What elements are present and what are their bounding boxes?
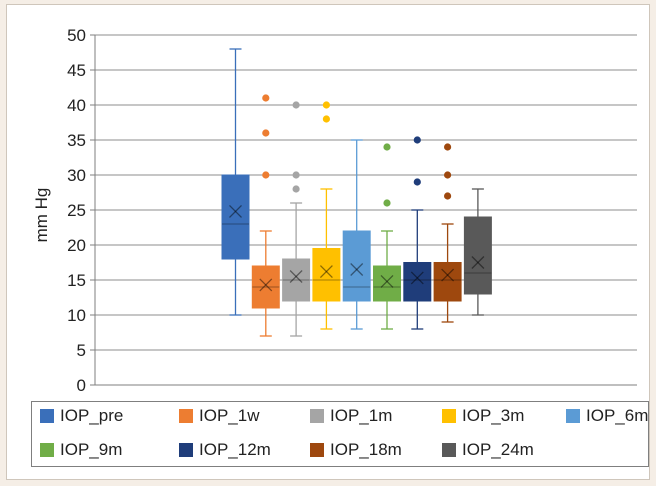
outlier-point <box>322 115 330 123</box>
legend-label: IOP_1m <box>330 406 393 425</box>
legend-label: IOP_18m <box>330 440 402 459</box>
y-tick-label: 50 <box>67 26 86 45</box>
outlier-point <box>413 136 421 144</box>
legend-item-IOP_1m: IOP_1m <box>310 406 392 426</box>
y-tick-label: 35 <box>67 131 86 150</box>
box-iqr <box>433 262 462 302</box>
legend-swatch <box>40 409 54 423</box>
legend-item-IOP_24m: IOP_24m <box>442 440 534 460</box>
box-IOP_24m <box>463 188 492 316</box>
outlier-point <box>444 143 452 151</box>
legend-swatch <box>310 409 324 423</box>
legend-swatch <box>442 443 456 457</box>
box-IOP_pre <box>221 48 250 316</box>
box-IOP_18m <box>433 143 462 323</box>
legend-label: IOP_pre <box>60 406 124 425</box>
mean-marker <box>259 278 273 292</box>
outlier-point <box>292 101 300 109</box>
box-iqr <box>312 248 341 302</box>
outlier-point <box>322 101 330 109</box>
y-axis-title: mm Hg <box>32 188 51 243</box>
mean-marker <box>380 274 394 288</box>
mean-marker <box>229 204 242 218</box>
legend-swatch <box>566 409 580 423</box>
legend-item-IOP_12m: IOP_12m <box>179 440 271 460</box>
y-tick-label: 15 <box>67 271 86 290</box>
y-tick-label: 20 <box>67 236 86 255</box>
legend-swatch <box>310 443 324 457</box>
outlier-point <box>292 185 300 193</box>
outlier-point <box>262 129 270 137</box>
box-IOP_1m <box>282 101 311 337</box>
legend-swatch <box>179 409 193 423</box>
legend-label: IOP_3m <box>462 406 525 425</box>
legend-item-IOP_18m: IOP_18m <box>310 440 402 460</box>
gridlines <box>95 34 637 351</box>
outlier-point <box>262 171 270 179</box>
legend-label: IOP_12m <box>199 440 271 459</box>
chart-frame: 0 5 10 15 20 25 30 35 40 45 50 mm Hg IOP_pre IOP_1w… <box>6 4 650 480</box>
mean-marker <box>289 270 303 283</box>
legend-item-IOP_3m: IOP_3m <box>442 406 524 426</box>
y-tick-label: 40 <box>67 96 86 115</box>
box-iqr <box>282 258 311 302</box>
outlier-point <box>383 143 391 151</box>
box-iqr <box>373 265 401 302</box>
y-axis-ticks: 0 5 10 15 20 25 30 35 40 45 50 <box>67 26 95 395</box>
mean-marker <box>350 263 364 276</box>
legend-item-IOP_6m: IOP_6m <box>566 406 648 426</box>
legend-item-IOP_9m: IOP_9m <box>40 440 122 460</box>
mean-marker <box>350 263 364 276</box>
box-IOP_3m <box>312 101 341 330</box>
legend-swatch <box>40 443 54 457</box>
box-IOP_6m <box>342 139 371 330</box>
box-IOP_1w <box>251 94 280 337</box>
legend-swatch <box>179 443 193 457</box>
legend-item-IOP_1w: IOP_1w <box>179 406 259 426</box>
mean-marker <box>229 204 242 218</box>
outlier-point <box>262 94 270 102</box>
mean-marker <box>471 256 485 269</box>
legend-label: IOP_9m <box>60 440 123 459</box>
mean-marker <box>319 265 333 279</box>
mean-marker <box>471 256 485 269</box>
y-tick-label: 45 <box>67 61 86 80</box>
legend-swatch <box>442 409 456 423</box>
mean-marker <box>441 268 455 282</box>
y-tick-label: 10 <box>67 306 86 325</box>
box-plot-chart: 0 5 10 15 20 25 30 35 40 45 50 mm Hg <box>32 26 637 395</box>
box-iqr <box>221 174 250 260</box>
box-iqr <box>251 265 280 309</box>
chart-legend: IOP_pre IOP_1w IOP_1m IOP_3m IOP_6m IOP_9m IOP… <box>31 401 649 467</box>
box-iqr <box>463 216 492 295</box>
y-tick-label: 0 <box>77 376 86 395</box>
outlier-point <box>444 192 452 200</box>
legend-label: IOP_6m <box>586 406 649 425</box>
mean-marker <box>441 268 455 282</box>
box-series <box>221 48 492 337</box>
mean-marker <box>259 278 273 292</box>
mean-marker <box>410 271 424 285</box>
outlier-point <box>444 171 452 179</box>
legend-item-IOP_pre: IOP_pre <box>40 406 123 426</box>
box-IOP_12m <box>403 136 432 330</box>
legend-label: IOP_24m <box>462 440 534 459</box>
outlier-point <box>383 199 391 207</box>
box-IOP_9m <box>373 143 401 330</box>
mean-marker <box>380 274 394 288</box>
outlier-point <box>292 171 300 179</box>
legend-label: IOP_1w <box>199 406 260 425</box>
box-iqr <box>342 230 371 302</box>
mean-marker <box>319 265 333 279</box>
outlier-point <box>413 178 421 186</box>
mean-marker <box>289 270 303 283</box>
y-tick-label: 25 <box>67 201 86 220</box>
y-tick-label: 5 <box>77 341 86 360</box>
y-tick-label: 30 <box>67 166 86 185</box>
box-iqr <box>403 262 432 302</box>
mean-marker <box>410 271 424 285</box>
